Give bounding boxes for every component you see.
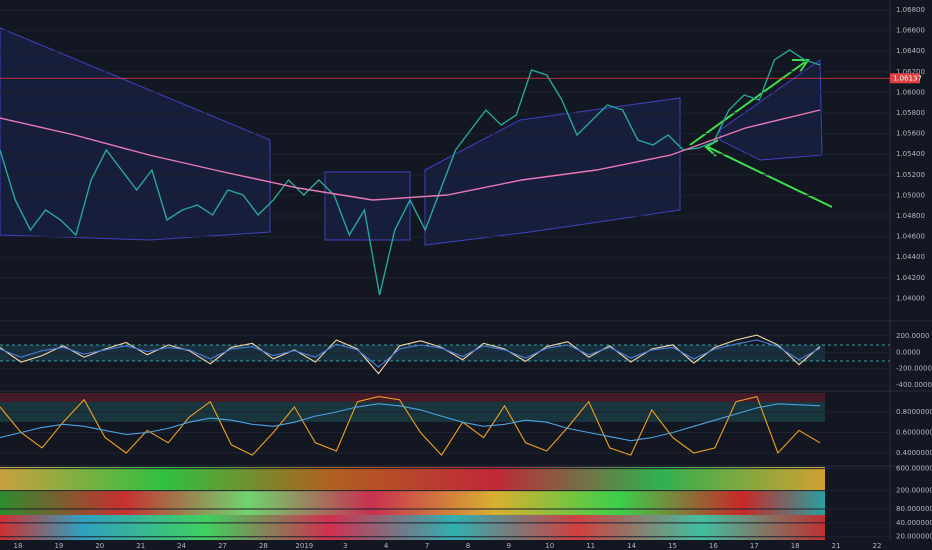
band <box>0 345 825 361</box>
x-tick-label: 9 <box>507 542 511 550</box>
y-tick-label: -200.0000 <box>896 365 932 373</box>
y-tick-label: 1.06400 <box>896 47 925 55</box>
x-tick-label: 14 <box>627 542 636 550</box>
y-tick-label: 1.06600 <box>896 27 925 35</box>
series-line <box>0 339 821 368</box>
heatmap-band <box>0 515 825 540</box>
y-tick-label: 0.4000000 <box>896 449 932 457</box>
envelope <box>424 97 681 246</box>
x-tick-label: 28 <box>259 542 268 550</box>
x-tick-label: 3 <box>343 542 347 550</box>
y-tick-label: 1.05000 <box>896 191 925 199</box>
band <box>0 393 825 402</box>
last-price-tag <box>890 73 920 84</box>
x-tick-label: 18 <box>791 542 800 550</box>
x-tick-label: 4 <box>384 542 389 550</box>
y-tick-label: 1.06800 <box>896 6 925 14</box>
x-tick-label: 18 <box>14 542 23 550</box>
last-price-label: 1.06137 <box>893 74 922 82</box>
y-tick-label: 1.04400 <box>896 253 925 261</box>
x-tick-label: 2019 <box>295 542 313 550</box>
envelope <box>324 171 411 241</box>
y-tick-label: 1.04600 <box>896 233 925 241</box>
series-line <box>0 109 821 201</box>
x-tick-label: 7 <box>425 542 429 550</box>
x-tick-label: 17 <box>750 542 759 550</box>
arrow-head <box>792 59 810 73</box>
x-tick-label: 16 <box>709 542 718 550</box>
x-tick-label: 27 <box>218 542 227 550</box>
heatmap-band <box>0 467 825 491</box>
x-tick-label: 21 <box>832 542 841 550</box>
y-tick-label: 1.05800 <box>896 109 925 117</box>
y-tick-label: 1.05400 <box>896 150 925 158</box>
series-line <box>0 403 821 442</box>
y-tick-label: 1.04200 <box>896 274 925 282</box>
x-tick-label: 11 <box>586 542 595 550</box>
x-tick-label: 24 <box>177 542 186 550</box>
y-tick-label: 1.05600 <box>896 130 925 138</box>
x-tick-label: 15 <box>668 542 677 550</box>
y-tick-label: 0.0000 <box>896 348 921 356</box>
y-tick-label: 1.06200 <box>896 68 925 76</box>
x-tick-label: 20 <box>95 542 104 550</box>
x-tick-label: 22 <box>873 542 882 550</box>
y-tick-label: 1.05200 <box>896 171 925 179</box>
x-tick-label: 21 <box>136 542 145 550</box>
y-tick-label: 1.04000 <box>896 294 925 302</box>
y-tick-label: 0.6000000 <box>896 428 932 436</box>
x-tick-label: 8 <box>466 542 470 550</box>
series-line <box>0 395 821 456</box>
arrow <box>707 146 833 208</box>
y-tick-label: 200.0000 <box>896 332 929 340</box>
y-tick-label: 1.06000 <box>896 88 925 96</box>
heatmap-band <box>0 491 825 515</box>
y-tick-label: 0.8000000 <box>896 408 932 416</box>
x-tick-label: 10 <box>545 542 554 550</box>
arrow <box>689 61 806 146</box>
y-tick-label: -400.0000 <box>896 381 932 389</box>
x-tick-label: 19 <box>54 542 63 550</box>
y-tick-label: 1.04800 <box>896 212 925 220</box>
